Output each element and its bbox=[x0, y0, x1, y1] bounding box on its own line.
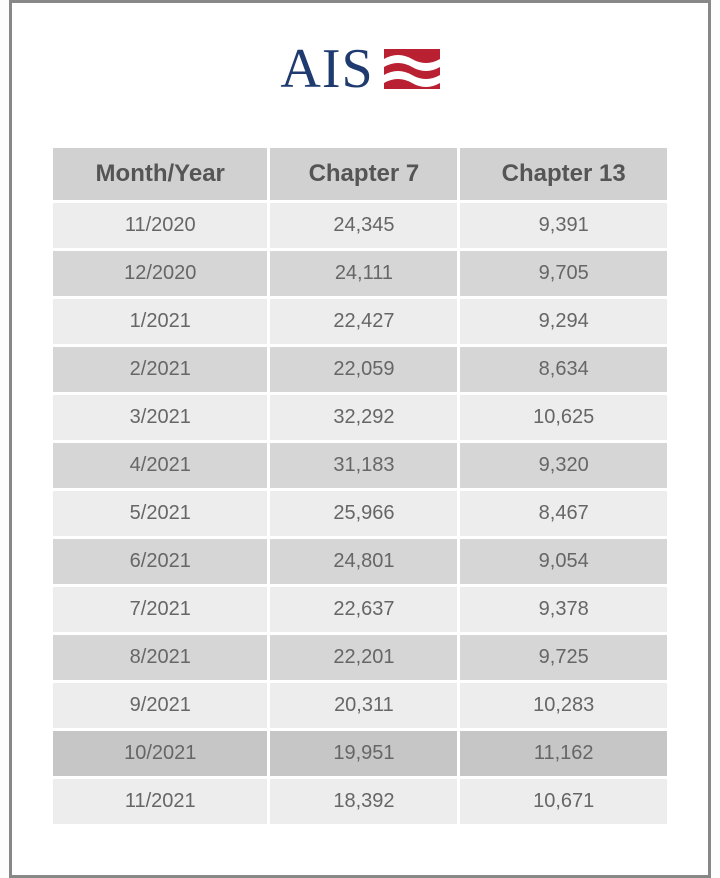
table-cell: 11/2020 bbox=[53, 203, 267, 248]
table-cell: 7/2021 bbox=[53, 587, 267, 632]
table-row: 11/202024,3459,391 bbox=[53, 203, 667, 248]
table-cell: 22,427 bbox=[270, 299, 457, 344]
table-cell: 24,345 bbox=[270, 203, 457, 248]
table-row: 6/202124,8019,054 bbox=[53, 539, 667, 584]
table-cell: 8,634 bbox=[460, 347, 667, 392]
table-cell: 9,054 bbox=[460, 539, 667, 584]
table-row: 2/202122,0598,634 bbox=[53, 347, 667, 392]
table-cell: 18,392 bbox=[270, 779, 457, 824]
table-row: 10/202119,95111,162 bbox=[53, 731, 667, 776]
data-table: Month/Year Chapter 7 Chapter 13 11/20202… bbox=[50, 145, 670, 827]
table-cell: 9,320 bbox=[460, 443, 667, 488]
table-cell: 24,111 bbox=[270, 251, 457, 296]
table-cell: 5/2021 bbox=[53, 491, 267, 536]
table-cell: 10,671 bbox=[460, 779, 667, 824]
table-cell: 9,391 bbox=[460, 203, 667, 248]
table-cell: 22,201 bbox=[270, 635, 457, 680]
table-cell: 6/2021 bbox=[53, 539, 267, 584]
table-row: 4/202131,1839,320 bbox=[53, 443, 667, 488]
table-cell: 8,467 bbox=[460, 491, 667, 536]
logo: AIS bbox=[50, 37, 670, 101]
table-row: 11/202118,39210,671 bbox=[53, 779, 667, 824]
table-cell: 4/2021 bbox=[53, 443, 267, 488]
table-cell: 19,951 bbox=[270, 731, 457, 776]
table-header-row: Month/Year Chapter 7 Chapter 13 bbox=[53, 148, 667, 200]
col-month: Month/Year bbox=[53, 148, 267, 200]
table-cell: 9,725 bbox=[460, 635, 667, 680]
card: AIS Month/Year Chapter 7 Chapter 13 11/2… bbox=[9, 0, 711, 878]
table-cell: 22,059 bbox=[270, 347, 457, 392]
table-cell: 24,801 bbox=[270, 539, 457, 584]
table-cell: 11/2021 bbox=[53, 779, 267, 824]
table-cell: 3/2021 bbox=[53, 395, 267, 440]
table-body: 11/202024,3459,39112/202024,1119,7051/20… bbox=[53, 203, 667, 824]
col-ch7: Chapter 7 bbox=[270, 148, 457, 200]
table-row: 8/202122,2019,725 bbox=[53, 635, 667, 680]
table-cell: 10,283 bbox=[460, 683, 667, 728]
table-cell: 32,292 bbox=[270, 395, 457, 440]
table-cell: 12/2020 bbox=[53, 251, 267, 296]
table-row: 12/202024,1119,705 bbox=[53, 251, 667, 296]
table-cell: 25,966 bbox=[270, 491, 457, 536]
table-cell: 22,637 bbox=[270, 587, 457, 632]
table-cell: 9,378 bbox=[460, 587, 667, 632]
table-cell: 2/2021 bbox=[53, 347, 267, 392]
table-cell: 9,705 bbox=[460, 251, 667, 296]
table-cell: 9/2021 bbox=[53, 683, 267, 728]
table-cell: 8/2021 bbox=[53, 635, 267, 680]
table-cell: 11,162 bbox=[460, 731, 667, 776]
table-cell: 1/2021 bbox=[53, 299, 267, 344]
flag-icon bbox=[384, 49, 440, 89]
table-row: 9/202120,31110,283 bbox=[53, 683, 667, 728]
table-row: 7/202122,6379,378 bbox=[53, 587, 667, 632]
table-row: 1/202122,4279,294 bbox=[53, 299, 667, 344]
table-cell: 10,625 bbox=[460, 395, 667, 440]
table-cell: 31,183 bbox=[270, 443, 457, 488]
table-cell: 20,311 bbox=[270, 683, 457, 728]
table-cell: 9,294 bbox=[460, 299, 667, 344]
table-row: 5/202125,9668,467 bbox=[53, 491, 667, 536]
table-row: 3/202132,29210,625 bbox=[53, 395, 667, 440]
table-cell: 10/2021 bbox=[53, 731, 267, 776]
col-ch13: Chapter 13 bbox=[460, 148, 667, 200]
logo-text: AIS bbox=[280, 37, 373, 101]
